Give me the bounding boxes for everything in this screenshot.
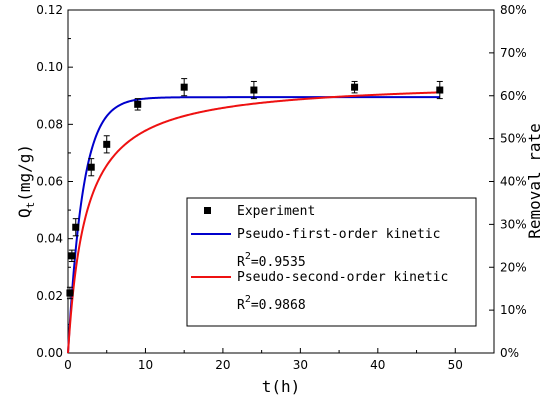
y-axis-title-unit: (mg/g) [15,144,34,202]
legend-pso-r2-value: =0.9868 [251,298,306,313]
data-point [180,78,188,97]
experiment-points [66,78,444,300]
data-point [66,286,74,300]
y-axis-title-main: Q [15,208,34,218]
y-axis-tick-labels: 0.00 0.02 0.04 0.06 0.08 0.10 0.12 [36,3,63,360]
legend-experiment-marker [204,207,211,214]
point-marker [351,83,359,91]
y-tick-label: 0.12 [36,3,63,17]
right-tick-label: 20% [500,260,527,274]
point-marker [250,86,258,94]
y-tick-label: 0.00 [36,346,63,360]
right-axis-tick-labels: 0% 10% 20% 30% 40% 50% 60% 70% 80% [500,3,527,360]
right-tick-label: 30% [500,217,527,231]
y-tick-label: 0.08 [36,117,63,131]
legend-pso-r2: R2=0.9868 [237,294,306,313]
legend-pfo-r2-label: R [237,255,245,270]
legend: Experiment Pseudo-first-order kinetic R2… [186,197,477,327]
point-marker [180,83,188,91]
x-tick-label: 10 [138,358,153,372]
y-tick-label: 0.02 [36,289,63,303]
x-tick-label: 50 [448,358,463,372]
right-tick-label: 80% [500,3,527,17]
x-tick-label: 0 [64,358,72,372]
point-marker [103,140,111,148]
right-tick-label: 0% [500,346,519,360]
right-tick-label: 10% [500,303,527,317]
data-point [250,80,258,100]
x-axis-tick-labels: 0 10 20 30 40 50 [64,358,463,372]
x-axis-title: t(h) [262,377,301,396]
right-tick-label: 50% [500,132,527,146]
right-tick-label: 40% [500,175,527,189]
y-tick-label: 0.06 [36,175,63,189]
point-marker [87,163,95,171]
right-tick-label: 60% [500,89,527,103]
legend-box [186,197,477,327]
legend-pfo-r2-value: =0.9535 [251,255,306,270]
point-marker [68,252,76,260]
legend-pfo-label: Pseudo-first-order kinetic [237,227,441,242]
data-point [68,249,76,263]
y-tick-label: 0.04 [36,232,63,246]
pso-fit-line [67,91,440,354]
legend-pso-r2-label: R [237,298,245,313]
data-point [351,80,359,94]
legend-pso-r2-sup: 2 [245,294,251,305]
data-point [103,135,111,154]
point-marker [134,100,142,108]
x-tick-label: 30 [293,358,308,372]
y-tick-label: 0.10 [36,60,63,74]
data-point [134,98,142,111]
x-tick-label: 40 [370,358,385,372]
x-tick-label: 20 [215,358,230,372]
data-point [72,218,80,237]
legend-pso-label: Pseudo-second-order kinetic [237,270,448,285]
legend-pfo-r2-sup: 2 [245,251,251,262]
right-tick-label: 70% [500,46,527,60]
data-point [436,80,444,100]
point-marker [72,223,80,231]
data-point [87,158,95,177]
right-axis-title: Removal rate [525,123,544,239]
point-marker [436,86,444,94]
point-marker [66,289,74,297]
legend-pfo-r2: R2=0.9535 [237,251,306,270]
legend-experiment-label: Experiment [237,204,315,219]
y-axis-title: Qt(mg/g) [15,144,37,218]
y-axis-title-sub: t [24,202,37,209]
